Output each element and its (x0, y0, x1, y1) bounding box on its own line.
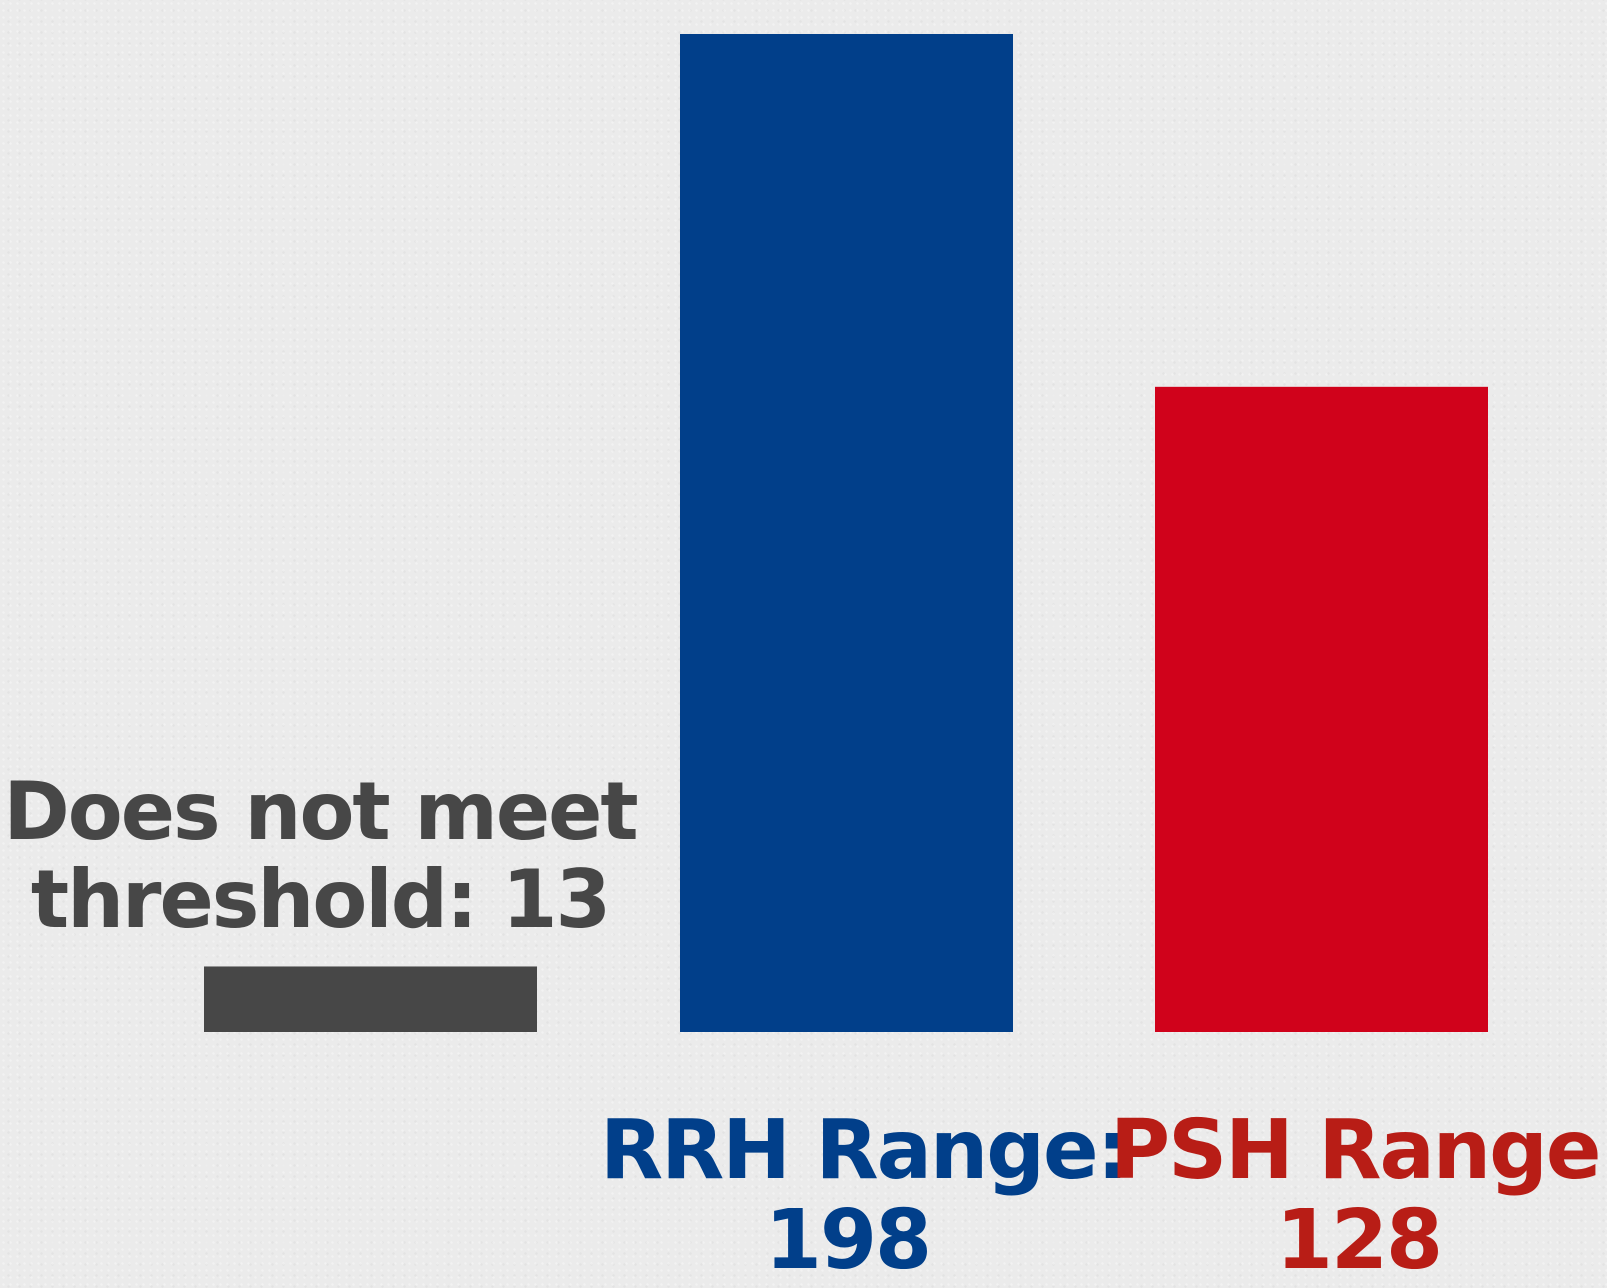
bar-psh-range (1155, 386, 1488, 1033)
bar-label-value: 198 (764, 1193, 932, 1288)
bar-label-line1: PSH Range: (1110, 1103, 1607, 1198)
bar-label-line1: Does not meet (3, 765, 638, 858)
bar-label-line1: RRH Range: (600, 1103, 1129, 1198)
bar-label-line2: threshold: 13 (30, 853, 611, 946)
bar-label-value: 128 (1275, 1193, 1443, 1288)
bar-does-not-meet-threshold (204, 966, 537, 1032)
bar-label-psh-range: PSH Range: 128 (1110, 1106, 1607, 1286)
bar-label-does-not-meet-threshold: Does not meet threshold: 13 (0, 768, 640, 944)
bar-rrh-range (680, 34, 1013, 1032)
bar-label-rrh-range: RRH Range: 198 (600, 1103, 1129, 1288)
